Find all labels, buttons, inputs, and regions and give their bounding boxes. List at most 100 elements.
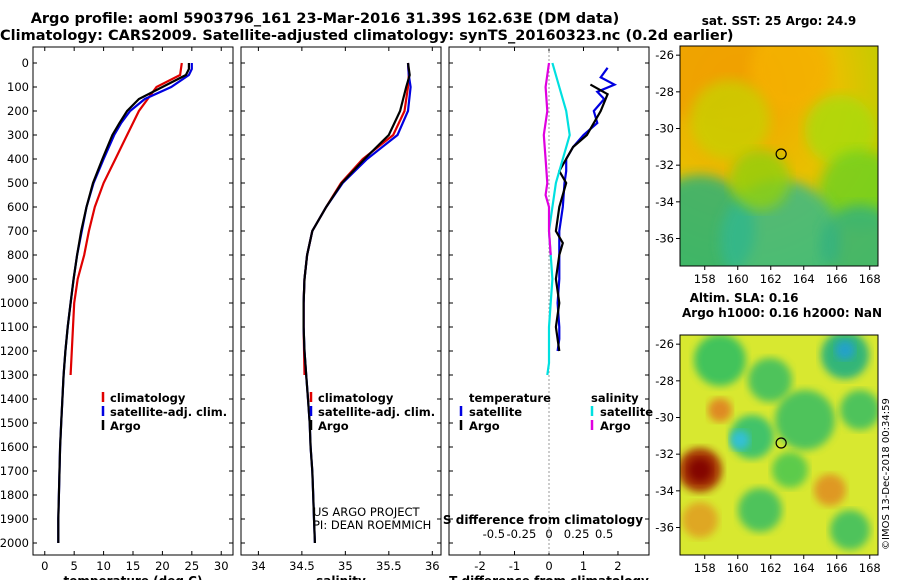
y-tick-label: -34 xyxy=(655,484,674,498)
legend-label-S-argo: Argo xyxy=(600,419,631,433)
x-axis-label: salinity xyxy=(316,574,366,580)
sla-patch xyxy=(730,430,750,450)
y-tick-label: 1500 xyxy=(0,416,29,430)
y-tick-label: -30 xyxy=(655,122,674,136)
legend-label-argo: Argo xyxy=(110,419,141,433)
map-frame xyxy=(679,45,879,267)
legend-label-T-argo: Argo xyxy=(469,419,500,433)
map-frame xyxy=(679,334,879,556)
plot-frame xyxy=(240,46,442,556)
x2-tick-label: 0.25 xyxy=(564,527,590,541)
x-tick-label: 164 xyxy=(793,272,815,286)
x-tick-label: 20 xyxy=(155,559,170,573)
x-tick-label: 5 xyxy=(71,559,78,573)
sla-patch xyxy=(694,335,746,386)
y-tick-label: 700 xyxy=(7,224,29,238)
y-tick-label: 1100 xyxy=(0,320,29,334)
series-climatology xyxy=(69,62,183,376)
x-tick-label: 35.5 xyxy=(376,559,402,573)
sla-patch xyxy=(772,452,808,488)
x-tick-label: 166 xyxy=(826,561,848,575)
legend-heading-salinity: salinity xyxy=(591,391,639,405)
x-tick-label: 0 xyxy=(41,559,48,573)
y-tick-label: -28 xyxy=(655,85,674,99)
sst-patch xyxy=(750,46,830,110)
legend-label-climatology: climatology xyxy=(110,391,186,405)
y-tick-label: 500 xyxy=(7,176,29,190)
profile-panel-temperature-profile: 0100200300400500600700800900100011001200… xyxy=(0,46,234,580)
sst-map-title: sat. SST: 25 Argo: 24.9 xyxy=(702,14,856,28)
x-tick-label: 35 xyxy=(338,559,353,573)
x-tick-label: 158 xyxy=(694,272,716,286)
y-tick-label: 200 xyxy=(7,104,29,118)
sst-patch xyxy=(690,80,770,160)
sla-patch xyxy=(835,340,855,360)
y-tick-label: -26 xyxy=(655,48,674,62)
legend-label-satellite: satellite-adj. clim. xyxy=(318,405,435,419)
series-S-argo xyxy=(542,62,552,256)
y-tick-label: -32 xyxy=(655,158,674,172)
legend-label-S-satellite: satellite xyxy=(600,405,653,419)
y-tick-label: 1300 xyxy=(0,368,29,382)
series-satellite xyxy=(57,63,193,543)
x-tick-label: 162 xyxy=(760,561,782,575)
y-tick-label: 1700 xyxy=(0,464,29,478)
sla-patch xyxy=(840,390,878,430)
sla-patch xyxy=(775,390,835,450)
x2-tick-label: 0.5 xyxy=(595,527,613,541)
series-argo xyxy=(57,63,190,543)
y-tick-label: -28 xyxy=(655,374,674,388)
series-T-argo xyxy=(554,83,609,352)
y-tick-label: 1200 xyxy=(0,344,29,358)
y-tick-label: 1400 xyxy=(0,392,29,406)
sla-map-title: Altim. SLA: 0.16 xyxy=(690,291,799,305)
x-tick-label: 162 xyxy=(760,272,782,286)
sla-patch xyxy=(830,510,870,550)
x-tick-label: 34 xyxy=(251,559,266,573)
x-tick-label: 10 xyxy=(96,559,111,573)
y-tick-label: -34 xyxy=(655,195,674,209)
float-position-marker xyxy=(775,437,787,449)
x-tick-label: 0 xyxy=(545,559,552,573)
y-tick-label: 800 xyxy=(7,248,29,262)
sla-patch xyxy=(748,358,792,402)
y-tick-label: -32 xyxy=(655,447,674,461)
x-tick-label: 34.5 xyxy=(289,559,315,573)
y-tick-label: -36 xyxy=(655,521,674,535)
profile-panel-difference-profile: -2 -1 0 1 2T difference from climatology -0.5… xyxy=(443,46,653,580)
map-sla-map: 158 160 162 164 166 168 -26 -28 -30 -32 -34 -36 xyxy=(655,334,881,575)
x-tick-label: 158 xyxy=(694,561,716,575)
project-annotation: US ARGO PROJECT xyxy=(313,505,421,519)
y-tick-label: 300 xyxy=(7,128,29,142)
x-tick-label: 15 xyxy=(126,559,141,573)
chart-title-line2: Climatology: CARS2009. Satellite-adjuste… xyxy=(0,28,734,44)
x-tick-label: 160 xyxy=(727,561,749,575)
y-tick-label: 0 xyxy=(22,56,29,70)
y-tick-label: 600 xyxy=(7,200,29,214)
sst-patch xyxy=(820,205,878,266)
sla-patch xyxy=(708,398,732,422)
legend-label-satellite: satellite-adj. clim. xyxy=(110,405,227,419)
x-tick-label: -1 xyxy=(509,559,520,573)
map-sst-map: 158 160 162 164 166 168 -26 -28 -30 -32 -34 -36 xyxy=(655,45,881,286)
profile-panel-salinity-profile: 34 34.5 35 35.5 36 salinity climatologysatelli… xyxy=(240,46,442,580)
x-tick-label: 166 xyxy=(826,272,848,286)
project-annotation: PI: DEAN ROEMMICH xyxy=(313,518,431,532)
map-field xyxy=(680,335,878,555)
x2-tick-label: -0.25 xyxy=(507,527,537,541)
x2-tick-label: -0.5 xyxy=(483,527,505,541)
x-tick-label: 168 xyxy=(859,272,881,286)
sst-patch xyxy=(805,95,875,165)
x-axis-label: T difference from climatology xyxy=(449,574,649,580)
y-tick-label: 1600 xyxy=(0,440,29,454)
x-tick-label: 30 xyxy=(214,559,229,573)
y-tick-label: -30 xyxy=(655,411,674,425)
y-tick-label: -26 xyxy=(655,337,674,351)
y-tick-label: 1900 xyxy=(0,512,29,526)
x-tick-label: 1 xyxy=(580,559,587,573)
y-tick-label: 100 xyxy=(7,80,29,94)
chart-title-line1: Argo profile: aoml 5903796_161 23-Mar-20… xyxy=(30,11,620,27)
y-tick-label: 400 xyxy=(7,152,29,166)
x-tick-label: 2 xyxy=(614,559,621,573)
